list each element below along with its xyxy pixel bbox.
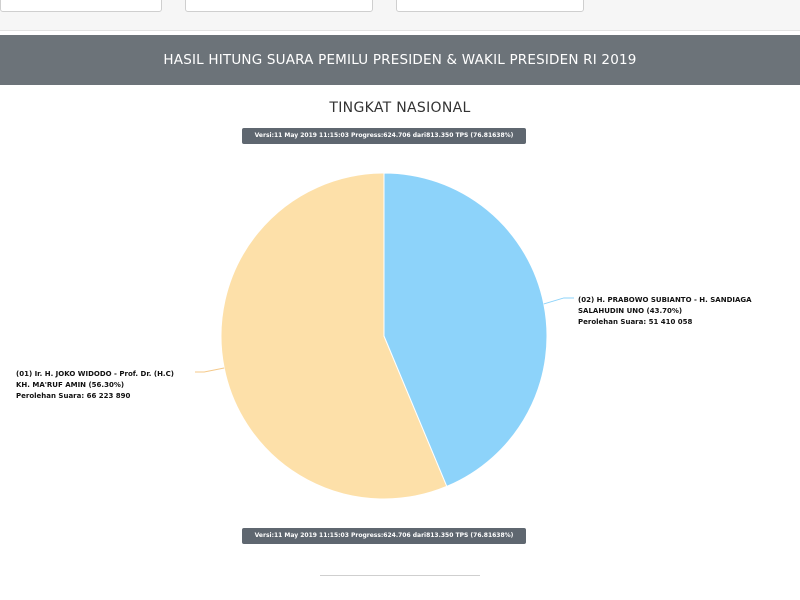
- chart-title: TINGKAT NASIONAL: [329, 100, 471, 116]
- label-01-line-3: Perolehan Suara: 66 223 890: [16, 392, 131, 400]
- pie-slice-02[interactable]: [383, 172, 548, 488]
- label-01-line-2: KH. MA'RUF AMIN (56.30%): [16, 381, 124, 389]
- page-header: HASIL HITUNG SUARA PEMILU PRESIDEN & WAK…: [0, 35, 800, 85]
- leader-line-01: [195, 367, 225, 373]
- label-02-line-1: (02) H. PRABOWO SUBIANTO - H. SANDIAGA: [578, 296, 752, 304]
- pie-slice-01[interactable]: [220, 172, 448, 500]
- progress-badge-bottom: Versi:11 May 2019 11:15:03 Progress:624.…: [242, 528, 526, 544]
- label-02-line-2: SALAHUDIN UNO (43.70%): [578, 307, 682, 315]
- top-toolbar: [0, 0, 800, 31]
- top-filter-select-1[interactable]: [0, 0, 162, 12]
- top-filter-select-3[interactable]: [396, 0, 584, 12]
- divider: [320, 575, 480, 576]
- page-title: HASIL HITUNG SUARA PEMILU PRESIDEN & WAK…: [163, 52, 637, 68]
- top-filter-select-2[interactable]: [185, 0, 373, 12]
- progress-badge-top: Versi:11 May 2019 11:15:03 Progress:624.…: [242, 128, 526, 144]
- leader-line-02: [543, 297, 574, 305]
- label-02-line-3: Perolehan Suara: 51 410 058: [578, 318, 693, 326]
- label-01-line-1: (01) Ir. H. JOKO WIDODO - Prof. Dr. (H.C…: [16, 370, 174, 378]
